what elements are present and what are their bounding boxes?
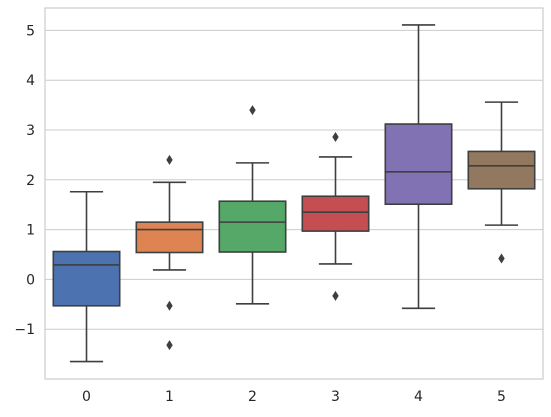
- y-tick-label-1: 0: [26, 272, 35, 288]
- y-tick-label-2: 1: [26, 223, 35, 239]
- x-tick-label-5: 5: [497, 389, 506, 405]
- outlier-3-0: [332, 131, 339, 142]
- box-0: [52, 250, 121, 307]
- box-2: [218, 200, 287, 253]
- boxes: [52, 24, 536, 363]
- box-1: [135, 221, 204, 254]
- outlier-1-1: [166, 300, 173, 311]
- box-4: [384, 123, 453, 206]
- y-axis-tick-labels: −1 0 1 2 3 4 5: [14, 23, 35, 338]
- x-tick-label-4: 4: [414, 389, 423, 405]
- y-tick-label-0: −1: [14, 322, 35, 338]
- box-group-5: [467, 101, 536, 264]
- box-5: [467, 150, 536, 190]
- outlier-3-1: [332, 290, 339, 301]
- y-tick-label-3: 2: [26, 173, 35, 189]
- outlier-5-0: [498, 253, 505, 264]
- plot-frame: [44, 7, 544, 380]
- x-tick-label-0: 0: [82, 389, 91, 405]
- box-group-1: [135, 154, 204, 351]
- x-tick-label-1: 1: [165, 389, 174, 405]
- y-tick-label-4: 3: [26, 123, 35, 139]
- box-3: [301, 195, 370, 232]
- outlier-2-0: [249, 105, 256, 116]
- x-tick-label-2: 2: [248, 389, 257, 405]
- box-group-3: [301, 131, 370, 301]
- outlier-1-0: [166, 154, 173, 165]
- y-tick-label-5: 4: [26, 73, 35, 89]
- grid-lines: [45, 29, 543, 330]
- x-tick-label-3: 3: [331, 389, 340, 405]
- box-group-0: [52, 190, 121, 363]
- outlier-1-2: [166, 340, 173, 351]
- x-axis-tick-labels: 0 1 2 3 4 5: [82, 389, 506, 405]
- box-group-4: [384, 24, 453, 310]
- y-tick-label-6: 5: [26, 23, 35, 39]
- box-group-2: [218, 105, 287, 305]
